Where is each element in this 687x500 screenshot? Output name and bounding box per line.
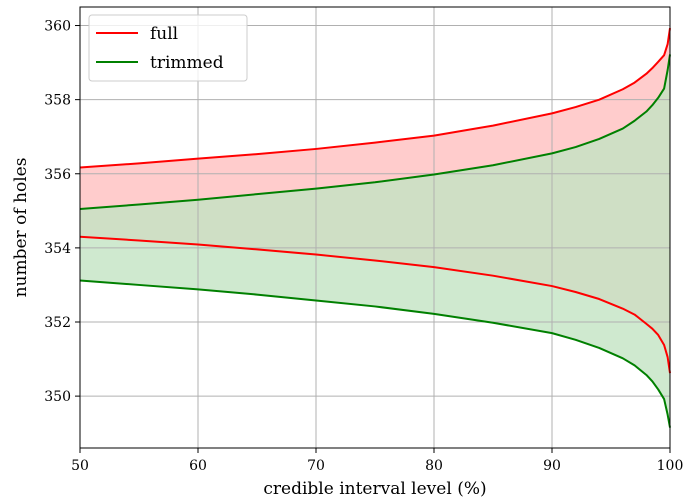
- x-tick-label: 60: [189, 458, 207, 474]
- grid: [79, 7, 671, 448]
- legend-box: [88, 14, 248, 82]
- axis-ticks: 50 60 70 80 90 100 350 352 354 356 358 360: [44, 19, 683, 474]
- x-tick-label: 50: [71, 458, 89, 474]
- plot-frame: [79, 6, 671, 449]
- x-tick-label: 80: [425, 458, 443, 474]
- y-tick-label: 358: [44, 93, 71, 109]
- x-tick-label: 70: [307, 458, 325, 474]
- y-axis-label: number of holes: [11, 158, 31, 298]
- band-trimmed: [80, 54, 670, 428]
- legend-label-full: full: [150, 24, 178, 44]
- confidence-bands: [80, 28, 670, 428]
- line-full-upper: [79, 27, 671, 169]
- legend-label-trimmed: trimmed: [150, 53, 224, 73]
- y-tick-label: 352: [44, 315, 71, 331]
- legend: full trimmed: [88, 14, 248, 82]
- x-tick-label: 90: [543, 458, 561, 474]
- y-tick-label: 354: [44, 241, 71, 257]
- line-trimmed-lower: [79, 279, 671, 428]
- line-trimmed-upper: [79, 54, 671, 210]
- y-tick-label: 356: [44, 167, 71, 183]
- y-tick-label: 360: [44, 19, 71, 35]
- y-tick-label: 350: [44, 389, 71, 405]
- x-axis-label: credible interval level (%): [263, 479, 486, 499]
- series-lines: [79, 27, 671, 428]
- line-full-lower: [79, 235, 671, 374]
- x-tick-label: 100: [657, 458, 684, 474]
